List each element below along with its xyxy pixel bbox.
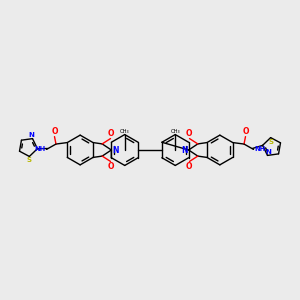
Text: S: S	[269, 139, 274, 145]
Text: NH: NH	[254, 146, 266, 152]
Text: N: N	[181, 146, 188, 154]
Text: O: O	[108, 162, 114, 171]
Text: N: N	[266, 148, 271, 154]
Text: N: N	[112, 146, 119, 154]
Text: S: S	[26, 157, 31, 163]
Text: CH₃: CH₃	[170, 129, 180, 134]
Text: O: O	[186, 129, 192, 138]
Text: O: O	[108, 129, 114, 138]
Text: NH: NH	[34, 146, 46, 152]
Text: O: O	[186, 162, 192, 171]
Text: O: O	[51, 127, 58, 136]
Text: CH₃: CH₃	[120, 129, 130, 134]
Text: N: N	[29, 132, 34, 138]
Text: O: O	[242, 127, 249, 136]
